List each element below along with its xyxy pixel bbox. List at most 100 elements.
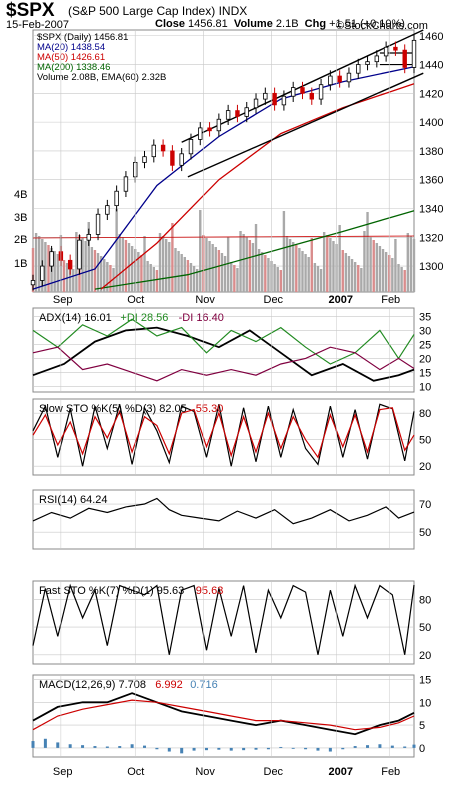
volume-bar	[326, 235, 329, 292]
volume-bar	[394, 239, 397, 292]
macd-legend-item: 0.716	[190, 679, 218, 691]
volume-ema-line	[32, 235, 415, 239]
price-candle-body	[281, 95, 287, 106]
volume-bar	[245, 237, 248, 292]
slow_sto-legend-item: 55.30	[196, 403, 224, 415]
volume-bar	[369, 237, 372, 292]
volume-bar	[279, 270, 283, 292]
rsi-legend-item: RSI(14) 64.24	[39, 494, 107, 506]
macd-histogram-bar	[403, 746, 407, 748]
volume-bar	[332, 241, 335, 292]
volume-bar	[298, 248, 301, 292]
volume-bar	[62, 260, 66, 292]
volume-bar	[378, 246, 382, 292]
close-value: 1456.81	[188, 18, 228, 30]
chart-symbol-name: (S&P 500 Large Cap Index) INDX	[68, 4, 247, 18]
volume-bar	[115, 209, 118, 292]
bottom-month-label: 2007	[329, 766, 353, 778]
macd-legend-item: MACD(12,26,9) 7.708	[39, 679, 146, 691]
price-candle-body	[365, 61, 370, 65]
month-label: Sep	[53, 294, 73, 306]
volume-bar	[375, 243, 379, 292]
macd-histogram-bar	[412, 744, 416, 748]
price-candle-body	[114, 190, 119, 207]
chart-symbol: $SPX	[6, 0, 55, 21]
volume-bar	[360, 268, 363, 292]
adx-legend-item: -DI 16.40	[179, 312, 224, 324]
slow_sto-legend-item: Slow STO %K(5) %D(3) 82.05	[39, 403, 187, 415]
fast_sto-panel-ytick-label: 80	[419, 594, 431, 606]
price-candle-body	[67, 259, 73, 270]
adx-legend-item: ADX(14) 16.01	[39, 312, 112, 324]
price-legend-item: $SPX (Daily) 1456.81	[37, 32, 128, 43]
price-panel-ytick-label: 1440	[419, 60, 443, 72]
volume-bar	[44, 242, 47, 292]
macd-histogram-bar	[353, 746, 357, 748]
volume-bar	[189, 263, 193, 292]
macd-histogram-bar	[279, 746, 283, 748]
volume-bar	[47, 245, 50, 292]
adx-panel-ytick-label: 25	[419, 339, 431, 351]
macd-histogram-bar	[31, 741, 35, 748]
volume-bar	[316, 266, 320, 292]
volume-bar	[93, 250, 97, 292]
volume-bar	[109, 265, 112, 292]
symbol-name-text: (S&P 500 Large Cap Index)	[68, 4, 216, 18]
volume-bar	[183, 257, 186, 292]
volume-bar	[75, 232, 78, 292]
volume-bar	[226, 237, 230, 292]
volume-bar	[329, 238, 332, 292]
price-candle-body	[123, 176, 129, 192]
volume-bar	[171, 223, 174, 292]
volume-bar	[214, 247, 217, 292]
fast_sto-k-line	[32, 583, 415, 655]
slow_sto-d-line	[32, 407, 415, 459]
volume-bar	[276, 267, 279, 292]
volume-bar	[350, 259, 354, 292]
volume-axis-label: 2B	[14, 234, 27, 246]
volume-bar	[34, 233, 38, 292]
macd-histogram-bar	[229, 747, 233, 751]
macd-histogram-bar	[304, 747, 308, 750]
price-candle-body	[263, 92, 268, 100]
volume-bar	[96, 253, 100, 292]
slow_sto-panel-ytick-label: 50	[419, 435, 431, 447]
volume-bar	[192, 266, 196, 292]
price-candle-body	[411, 39, 417, 68]
volume-bar	[127, 243, 131, 292]
volume-bar	[164, 239, 168, 292]
volume-bar	[282, 211, 286, 292]
macd-signal-line	[32, 699, 415, 731]
volume-bar	[264, 255, 267, 292]
price-panel-ytick-label: 1420	[419, 88, 443, 100]
chg-value: +1.51 (+0.10%)	[329, 18, 405, 30]
volume-bar	[137, 252, 140, 292]
month-label: Oct	[127, 294, 144, 306]
volume-bar	[322, 232, 326, 292]
volume-bar	[31, 248, 35, 292]
macd-histogram-bar	[390, 745, 394, 748]
macd-histogram-bar	[143, 745, 147, 748]
price-candle-body	[179, 153, 184, 166]
volume-bar	[155, 270, 159, 292]
macd-histogram-bar	[167, 747, 171, 752]
close-label: Close	[155, 18, 185, 30]
macd-histogram-bar	[105, 746, 109, 748]
volume-bar	[400, 267, 403, 292]
volume-bar	[158, 233, 162, 292]
price-candle-body	[383, 46, 389, 57]
volume-bar	[84, 241, 87, 292]
volume-bar	[87, 222, 90, 292]
volume-bar	[304, 254, 307, 292]
price-legend-item: MA(50) 1426.61	[37, 52, 105, 63]
volume-bar	[288, 239, 292, 292]
volume-bar	[384, 252, 388, 292]
price-candle-body	[198, 127, 203, 140]
volume-label: Volume	[233, 18, 273, 30]
volume-bar	[291, 242, 295, 292]
adx-panel-ytick-label: 30	[419, 325, 431, 337]
channel-trendline	[187, 72, 424, 178]
macd-histogram-bar	[316, 747, 320, 751]
price-panel-ytick-label: 1340	[419, 204, 443, 216]
price-panel-ytick-label: 1300	[419, 261, 443, 273]
